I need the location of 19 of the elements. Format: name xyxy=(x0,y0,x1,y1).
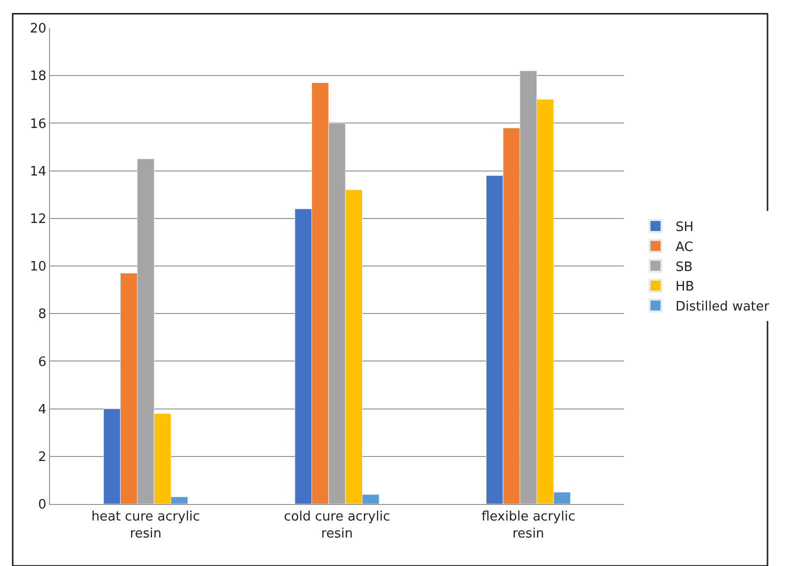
legend-label: Distilled water xyxy=(675,300,770,315)
legend-label: AC xyxy=(675,240,694,255)
y-tick-label: 18 xyxy=(30,69,46,84)
x-tick-label: cold cure acrylic resin xyxy=(284,510,390,542)
legend-label: SH xyxy=(675,220,694,236)
y-tick-label: 6 xyxy=(38,354,46,370)
y-tick-label: 4 xyxy=(38,402,46,418)
y-tick-label: 8 xyxy=(38,307,46,322)
y-tick-label: 10 xyxy=(30,260,46,275)
x-tick-label: heat cure acrylic resin xyxy=(91,510,200,542)
y-tick-label: 16 xyxy=(30,116,46,132)
legend-label: HB xyxy=(675,280,694,295)
y-tick-label: 14 xyxy=(30,164,46,180)
y-tick-label: 0 xyxy=(38,498,46,513)
y-tick-label: 2 xyxy=(38,450,46,465)
x-tick-label: flexible acrylic resin xyxy=(481,510,576,542)
y-tick-label: 12 xyxy=(30,212,46,227)
legend-label: SB xyxy=(675,260,693,275)
y-tick-label: 20 xyxy=(30,22,46,37)
